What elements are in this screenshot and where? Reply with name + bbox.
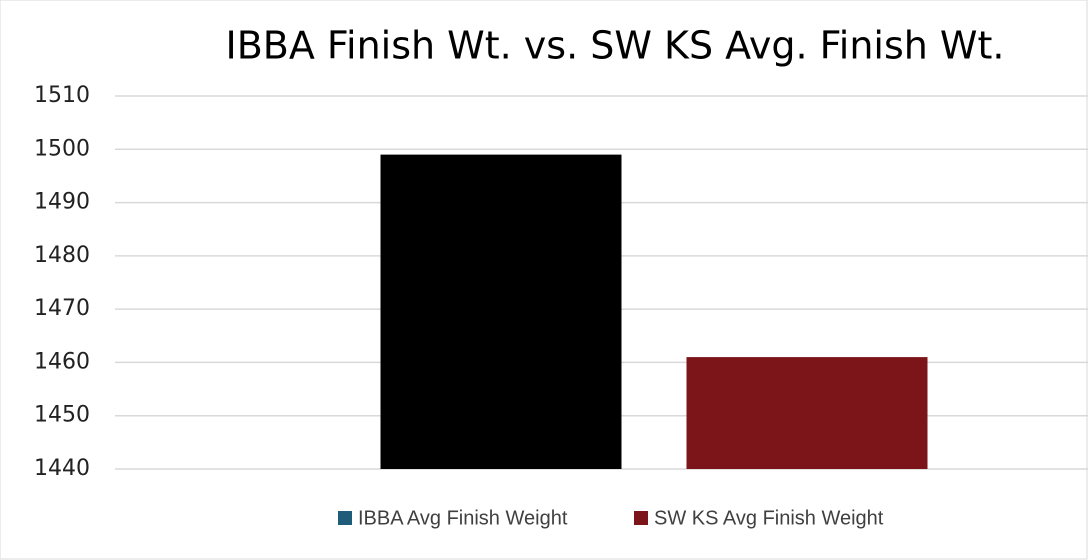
legend-swatch [338, 511, 352, 525]
chart-title: IBBA Finish Wt. vs. SW KS Avg. Finish Wt… [226, 24, 1005, 68]
y-tick-label: 1490 [34, 190, 90, 215]
bar [380, 154, 622, 469]
y-tick-label: 1470 [34, 296, 90, 321]
y-tick-label: 1510 [34, 83, 90, 108]
y-tick-label: 1480 [34, 243, 90, 268]
y-tick-label: 1500 [34, 136, 90, 161]
y-tick-label: 1440 [34, 456, 90, 481]
legend-swatch [634, 511, 648, 525]
y-tick-label: 1460 [34, 349, 90, 374]
y-tick-label: 1450 [34, 403, 90, 428]
legend-label: SW KS Avg Finish Weight [654, 507, 884, 529]
legend-label: IBBA Avg Finish Weight [358, 507, 568, 529]
bar [686, 357, 928, 469]
